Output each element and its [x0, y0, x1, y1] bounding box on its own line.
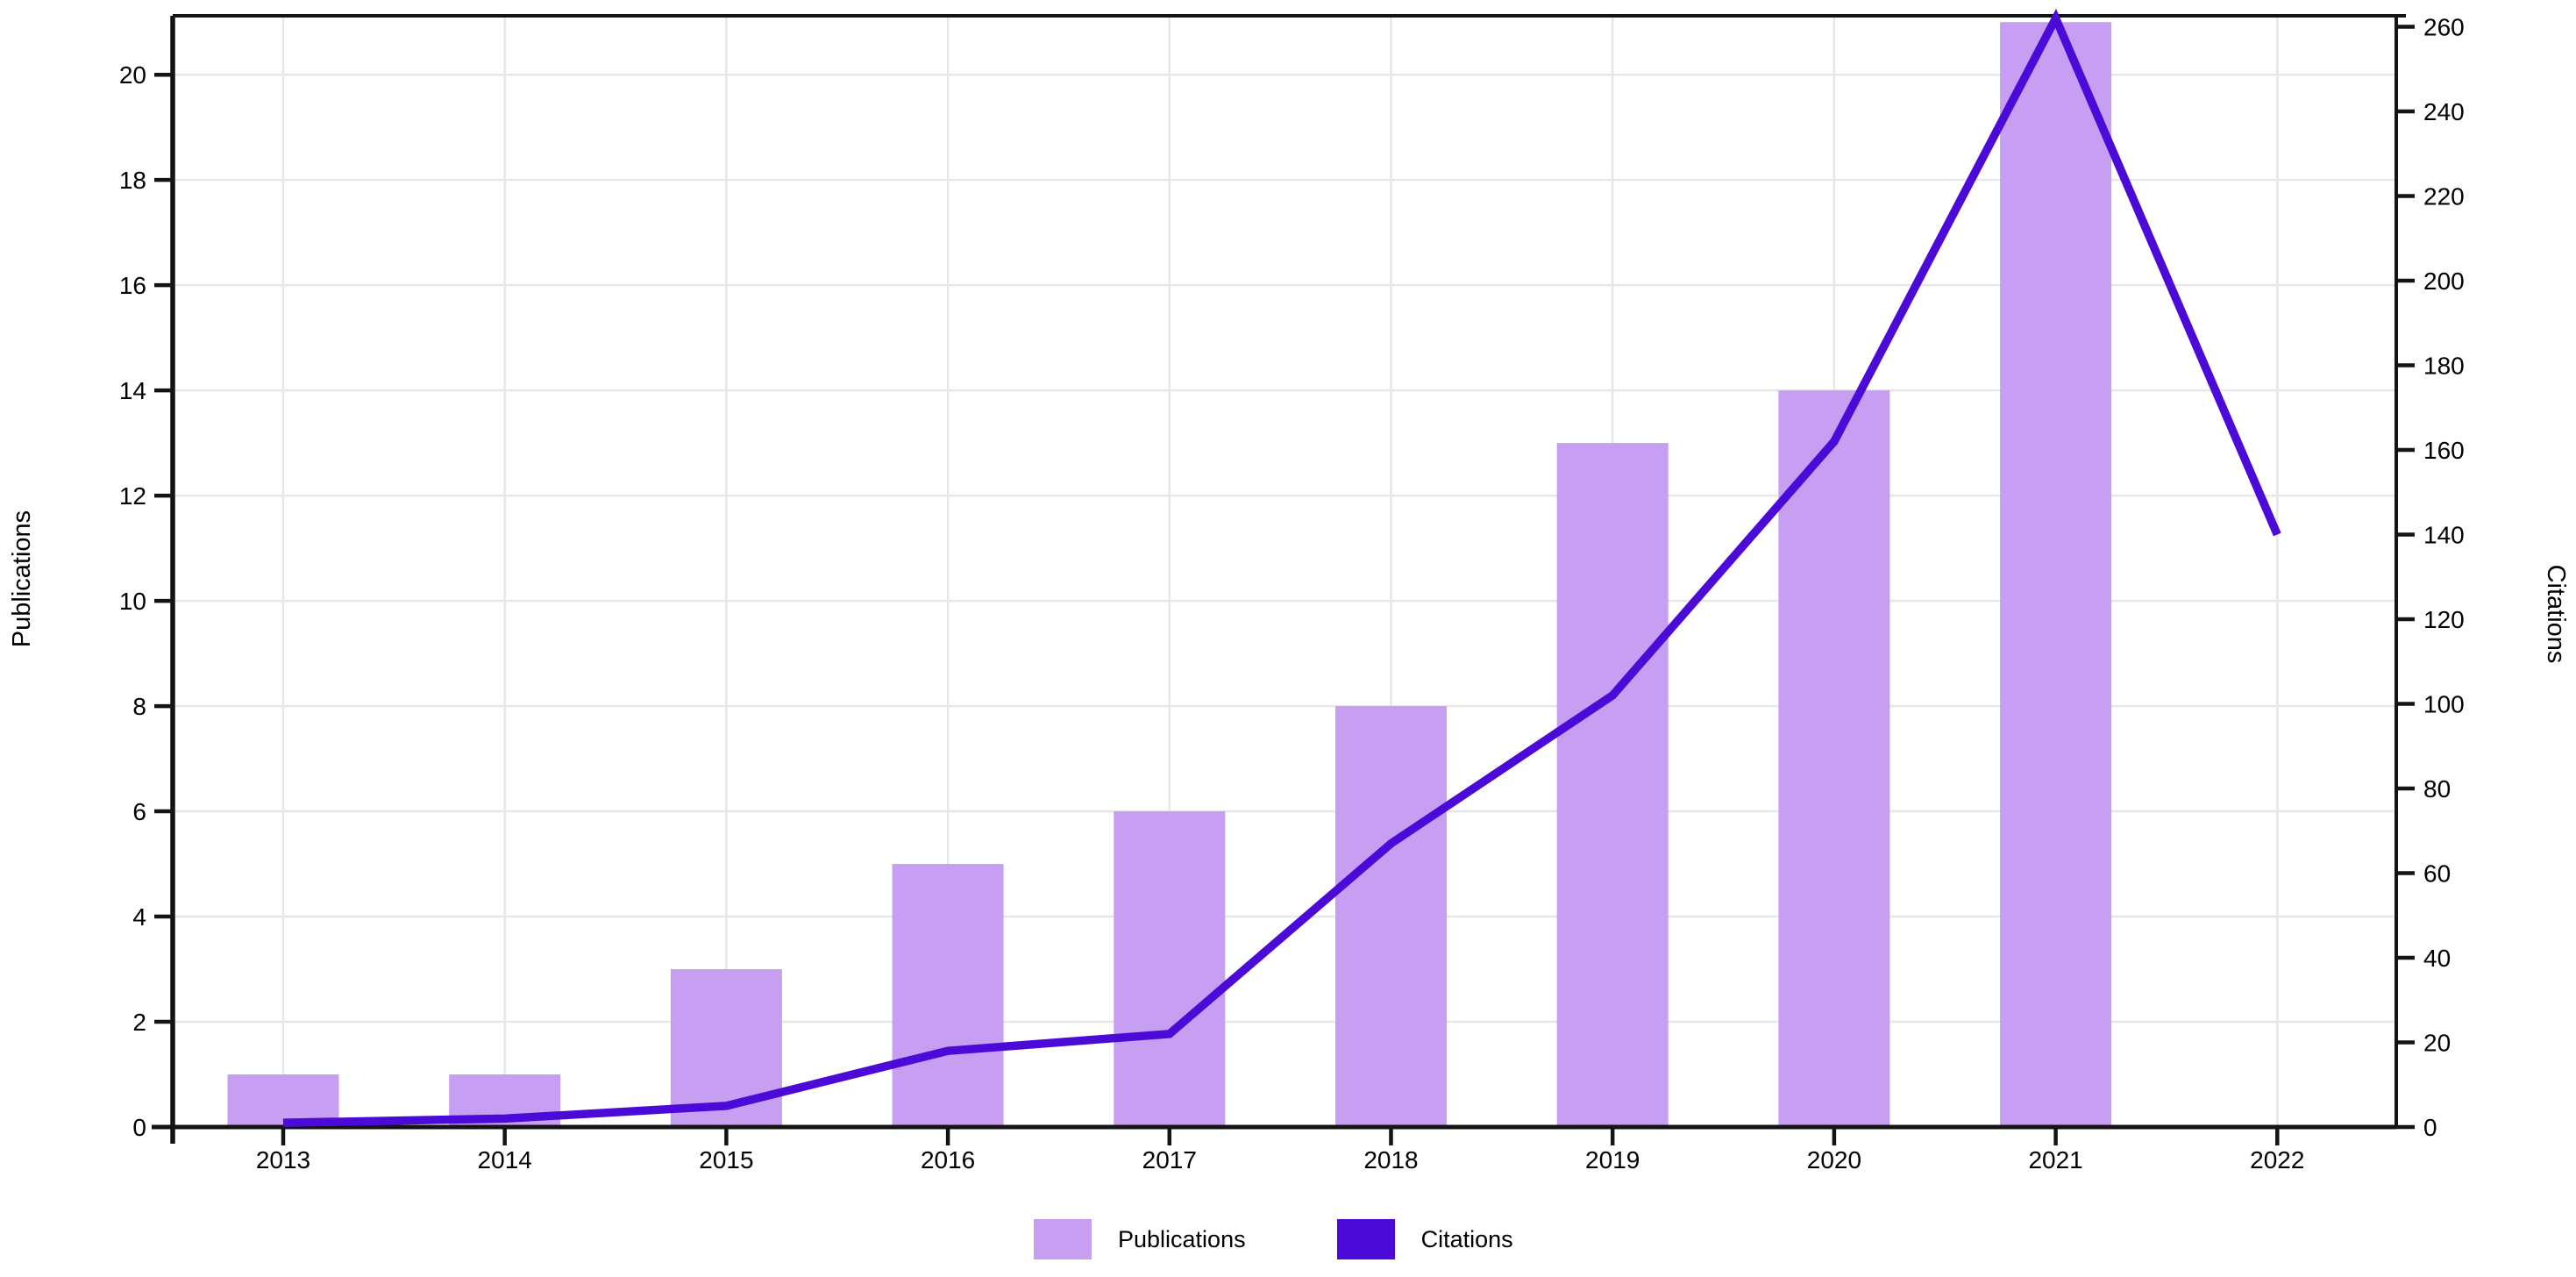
right-tick-label: 120 — [2423, 606, 2465, 633]
x-tick-label: 2016 — [921, 1146, 975, 1174]
x-tick-label: 2013 — [256, 1146, 310, 1174]
right-tick-label: 180 — [2423, 353, 2465, 380]
right-tick-label: 140 — [2423, 522, 2465, 549]
left-tick-label: 10 — [119, 588, 146, 615]
right-tick-label: 0 — [2423, 1114, 2437, 1141]
right-tick-label: 40 — [2423, 945, 2451, 972]
left-tick-label: 8 — [132, 693, 146, 720]
citations-legend-label: Citations — [1420, 1226, 1513, 1252]
left-tick-label: 6 — [132, 798, 146, 825]
publications-bar — [1778, 390, 1890, 1127]
x-tick-label: 2018 — [1363, 1146, 1418, 1174]
right-tick-label: 200 — [2423, 268, 2465, 295]
publications-legend-label: Publications — [1118, 1226, 1246, 1252]
right-tick-label: 220 — [2423, 183, 2465, 210]
citations-line — [282, 8, 2281, 1127]
x-tick-label: 2017 — [1142, 1146, 1197, 1174]
x-tick-label: 2022 — [2250, 1146, 2304, 1174]
chart-legend: Publications Citations — [1034, 1219, 1513, 1259]
right-tick-label: 160 — [2423, 437, 2465, 464]
right-tick-label: 100 — [2423, 691, 2465, 718]
publications-bar — [2000, 22, 2112, 1128]
legend-item-publications: Publications — [1034, 1219, 1246, 1259]
right-tick-label: 20 — [2423, 1030, 2451, 1057]
left-tick-label: 20 — [119, 61, 146, 89]
left-tick-label: 12 — [119, 482, 146, 510]
left-tick-label: 16 — [119, 272, 146, 299]
right-tick-label: 80 — [2423, 775, 2451, 803]
right-tick-label: 240 — [2423, 98, 2465, 125]
citations-swatch — [1336, 1219, 1395, 1259]
legend-item-citations: Citations — [1336, 1219, 1513, 1259]
x-tick-label: 2021 — [2028, 1146, 2082, 1174]
left-tick-label: 2 — [132, 1009, 146, 1036]
x-tick-label: 2015 — [699, 1146, 753, 1174]
x-tick-label: 2014 — [478, 1146, 532, 1174]
left-tick-label: 4 — [132, 903, 146, 931]
publications-bar — [892, 864, 1004, 1127]
x-tick-label: 2020 — [1807, 1146, 1861, 1174]
publications-bar — [1556, 443, 1669, 1127]
left-tick-label: 18 — [119, 167, 146, 194]
publications-bar — [1114, 811, 1226, 1127]
publications-bar — [1335, 706, 1447, 1127]
right-tick-label: 60 — [2423, 860, 2451, 888]
left-tick-label: 0 — [132, 1114, 146, 1141]
right-axis-title: Citations — [2542, 565, 2570, 664]
publications-swatch — [1034, 1219, 1092, 1259]
x-tick-label: 2019 — [1585, 1146, 1640, 1174]
left-tick-label: 14 — [119, 377, 146, 404]
right-tick-label: 260 — [2423, 14, 2465, 41]
left-axis-title: Publications — [8, 510, 36, 647]
